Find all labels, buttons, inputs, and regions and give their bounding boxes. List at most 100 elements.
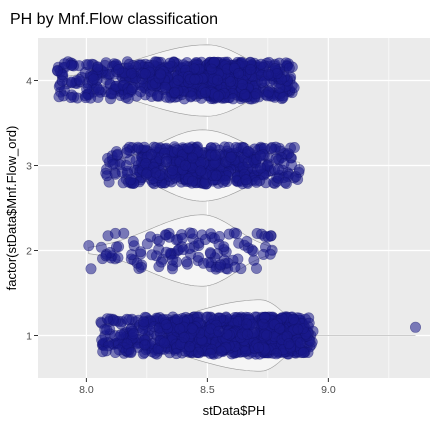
data-point xyxy=(195,165,207,177)
data-point xyxy=(181,256,193,268)
data-point xyxy=(241,318,253,330)
data-point xyxy=(83,59,95,71)
data-point xyxy=(292,323,304,335)
data-point xyxy=(253,342,265,354)
data-point xyxy=(56,75,68,87)
data-point xyxy=(214,231,226,243)
data-point xyxy=(204,347,216,359)
data-point xyxy=(224,76,236,88)
data-point xyxy=(239,89,251,101)
data-point xyxy=(297,347,309,359)
data-point xyxy=(185,90,197,102)
data-point xyxy=(125,347,137,359)
data-point xyxy=(251,228,263,240)
data-point xyxy=(193,251,205,263)
data-point xyxy=(163,231,175,243)
data-point xyxy=(160,319,172,331)
data-point xyxy=(179,159,191,171)
data-point xyxy=(160,91,172,103)
data-point xyxy=(101,170,113,182)
data-point xyxy=(113,241,125,253)
data-point xyxy=(109,346,121,358)
data-point xyxy=(274,322,286,334)
data-point xyxy=(101,324,113,336)
data-point xyxy=(120,160,132,172)
y-tick-label: 4 xyxy=(26,76,32,88)
data-point xyxy=(247,245,259,257)
data-point xyxy=(186,322,198,334)
data-point xyxy=(241,235,253,247)
data-point xyxy=(199,234,211,246)
data-point xyxy=(172,74,184,86)
data-point xyxy=(240,174,252,186)
data-point xyxy=(169,86,181,98)
data-point xyxy=(251,176,263,188)
data-point xyxy=(123,58,135,70)
data-point xyxy=(261,329,273,341)
data-point xyxy=(257,318,269,330)
data-point xyxy=(177,244,189,256)
data-point xyxy=(83,240,95,252)
data-point xyxy=(193,346,205,358)
data-point xyxy=(88,73,100,85)
data-point xyxy=(112,148,124,160)
data-point xyxy=(187,152,199,164)
data-point xyxy=(159,81,171,93)
data-point xyxy=(158,337,170,349)
data-point xyxy=(283,338,295,350)
data-point xyxy=(187,228,199,240)
data-point xyxy=(203,257,215,269)
data-point xyxy=(236,79,248,91)
data-point xyxy=(174,323,186,335)
data-point xyxy=(255,162,267,174)
data-point xyxy=(170,348,182,360)
data-point xyxy=(187,175,199,187)
data-points xyxy=(51,56,421,360)
data-point xyxy=(212,90,224,102)
data-point xyxy=(138,316,150,328)
data-point xyxy=(130,154,142,166)
data-point xyxy=(215,259,227,271)
data-point xyxy=(145,231,157,243)
data-point xyxy=(233,68,245,80)
data-point xyxy=(215,345,227,357)
data-point xyxy=(139,68,151,80)
y-tick-label: 2 xyxy=(26,246,32,258)
data-point xyxy=(100,250,112,262)
data-point xyxy=(132,141,144,153)
data-point xyxy=(288,142,300,154)
data-point xyxy=(53,91,65,103)
data-point xyxy=(272,163,284,175)
data-point xyxy=(145,149,157,161)
data-point xyxy=(160,246,172,258)
data-point xyxy=(164,57,176,69)
data-point xyxy=(251,262,263,274)
y-tick-label: 1 xyxy=(26,331,32,343)
data-point xyxy=(161,156,173,168)
data-point xyxy=(125,174,137,186)
data-point xyxy=(240,345,252,357)
data-point xyxy=(101,313,113,325)
data-point xyxy=(127,235,139,247)
data-point xyxy=(200,87,212,99)
data-point xyxy=(85,263,97,275)
data-point xyxy=(184,341,196,353)
data-point xyxy=(250,88,262,100)
data-point xyxy=(51,65,63,77)
data-point xyxy=(293,164,305,176)
data-point xyxy=(182,142,194,154)
data-point xyxy=(230,141,242,153)
data-point xyxy=(279,176,291,188)
data-point xyxy=(283,62,295,74)
data-point xyxy=(80,92,92,104)
data-point xyxy=(58,58,70,70)
x-tick-label: 8.5 xyxy=(200,384,215,396)
x-tick-label: 9.0 xyxy=(321,384,336,396)
data-point xyxy=(97,346,109,358)
axes: 8.0 8.5 9.0 1 2 3 4 xyxy=(26,76,336,397)
data-point xyxy=(126,67,138,79)
data-point xyxy=(245,64,257,76)
data-point xyxy=(112,252,124,264)
data-point xyxy=(121,313,133,325)
